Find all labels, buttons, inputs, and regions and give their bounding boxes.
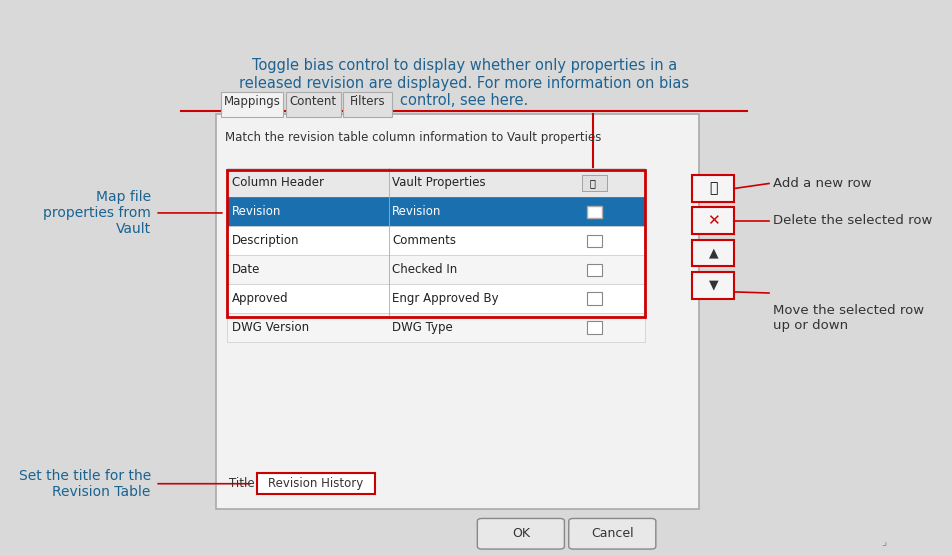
FancyBboxPatch shape bbox=[221, 92, 283, 117]
FancyBboxPatch shape bbox=[692, 272, 734, 299]
Text: Delete the selected row: Delete the selected row bbox=[773, 214, 933, 227]
FancyBboxPatch shape bbox=[586, 264, 603, 276]
Text: Engr Approved By: Engr Approved By bbox=[392, 292, 499, 305]
Text: DWG Type: DWG Type bbox=[392, 321, 453, 334]
FancyBboxPatch shape bbox=[692, 175, 734, 202]
Text: Title: Title bbox=[229, 477, 255, 490]
FancyBboxPatch shape bbox=[227, 284, 645, 313]
FancyBboxPatch shape bbox=[586, 206, 603, 218]
Text: Toggle bias control to display whether only properties in a
released revision ar: Toggle bias control to display whether o… bbox=[239, 58, 689, 108]
Text: ⌟: ⌟ bbox=[882, 538, 886, 548]
Text: Mappings: Mappings bbox=[224, 95, 280, 108]
Text: Revision History: Revision History bbox=[268, 477, 364, 490]
Text: ✕: ✕ bbox=[707, 214, 720, 228]
Text: Match the revision table column information to Vault properties: Match the revision table column informat… bbox=[225, 131, 602, 143]
Text: Revision: Revision bbox=[392, 205, 442, 219]
FancyBboxPatch shape bbox=[227, 313, 645, 342]
Text: Checked In: Checked In bbox=[392, 263, 457, 276]
Text: ▲: ▲ bbox=[708, 246, 718, 260]
FancyBboxPatch shape bbox=[586, 235, 603, 247]
Text: DWG Version: DWG Version bbox=[232, 321, 309, 334]
Text: Filters: Filters bbox=[349, 95, 386, 108]
Text: Revision: Revision bbox=[232, 205, 281, 219]
Text: Cancel: Cancel bbox=[591, 527, 634, 540]
Text: 🖊: 🖊 bbox=[589, 178, 596, 188]
FancyBboxPatch shape bbox=[286, 92, 341, 117]
Text: OK: OK bbox=[512, 527, 530, 540]
FancyBboxPatch shape bbox=[477, 518, 565, 549]
Text: Column Header: Column Header bbox=[232, 176, 324, 190]
FancyBboxPatch shape bbox=[227, 197, 645, 226]
Text: Vault Properties: Vault Properties bbox=[392, 176, 486, 190]
FancyBboxPatch shape bbox=[227, 168, 645, 197]
FancyBboxPatch shape bbox=[257, 473, 374, 494]
Text: Map file
properties from
Vault: Map file properties from Vault bbox=[43, 190, 150, 236]
FancyBboxPatch shape bbox=[583, 175, 606, 191]
Text: Date: Date bbox=[232, 263, 260, 276]
FancyBboxPatch shape bbox=[692, 240, 734, 266]
Text: Content: Content bbox=[289, 95, 337, 108]
FancyBboxPatch shape bbox=[216, 114, 700, 509]
FancyBboxPatch shape bbox=[692, 207, 734, 234]
Text: Move the selected row
up or down: Move the selected row up or down bbox=[773, 304, 924, 332]
Text: ▼: ▼ bbox=[708, 279, 718, 292]
Text: Approved: Approved bbox=[232, 292, 288, 305]
Text: Comments: Comments bbox=[392, 234, 456, 247]
FancyBboxPatch shape bbox=[227, 226, 645, 255]
FancyBboxPatch shape bbox=[586, 321, 603, 334]
Text: 📋: 📋 bbox=[709, 181, 718, 196]
Text: Add a new row: Add a new row bbox=[773, 177, 872, 190]
FancyBboxPatch shape bbox=[227, 255, 645, 284]
FancyBboxPatch shape bbox=[568, 518, 656, 549]
Text: Set the title for the
Revision Table: Set the title for the Revision Table bbox=[19, 469, 150, 499]
FancyBboxPatch shape bbox=[586, 292, 603, 305]
FancyBboxPatch shape bbox=[344, 92, 392, 117]
Text: Description: Description bbox=[232, 234, 299, 247]
